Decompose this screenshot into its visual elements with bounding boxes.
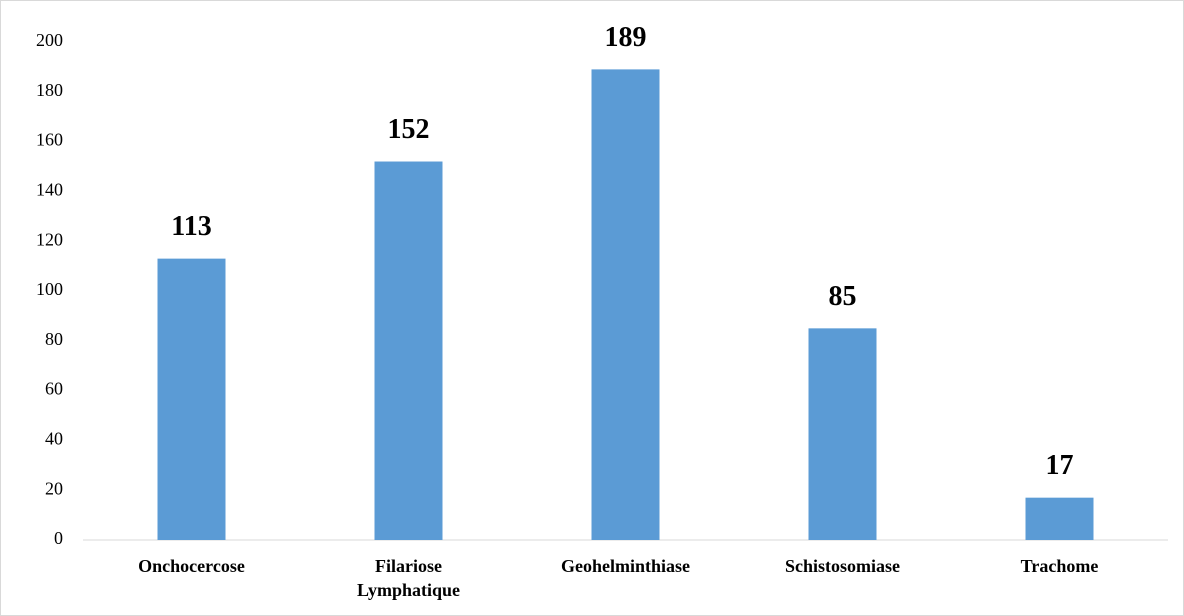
x-tick-label: Trachome: [1021, 556, 1099, 576]
x-tick-label: Filariose Lymphatique: [357, 556, 460, 600]
bar: [808, 328, 877, 540]
bar: [157, 258, 226, 540]
value-label: 189: [605, 22, 647, 53]
value-label: 85: [829, 281, 857, 312]
y-tick-label: 40: [45, 429, 63, 449]
y-tick-label: 160: [36, 130, 63, 150]
bar: [374, 161, 443, 540]
bar: [1025, 497, 1094, 540]
y-tick-label: 0: [54, 528, 63, 548]
value-label: 113: [171, 211, 211, 242]
y-tick-label: 60: [45, 379, 63, 399]
y-tick-label: 100: [36, 279, 63, 299]
y-tick-label: 80: [45, 329, 63, 349]
y-tick-label: 180: [36, 80, 63, 100]
value-label: 152: [388, 114, 430, 145]
y-tick-label: 120: [36, 229, 63, 249]
y-tick-label: 140: [36, 180, 63, 200]
x-tick-label: Onchocercose: [138, 556, 245, 576]
x-tick-label: Schistosomiase: [785, 556, 900, 576]
y-tick-label: 20: [45, 478, 63, 498]
y-tick-label: 200: [36, 30, 63, 50]
x-tick-label: Geohelminthiase: [561, 556, 690, 576]
value-label: 17: [1046, 450, 1074, 481]
bar: [591, 69, 660, 540]
